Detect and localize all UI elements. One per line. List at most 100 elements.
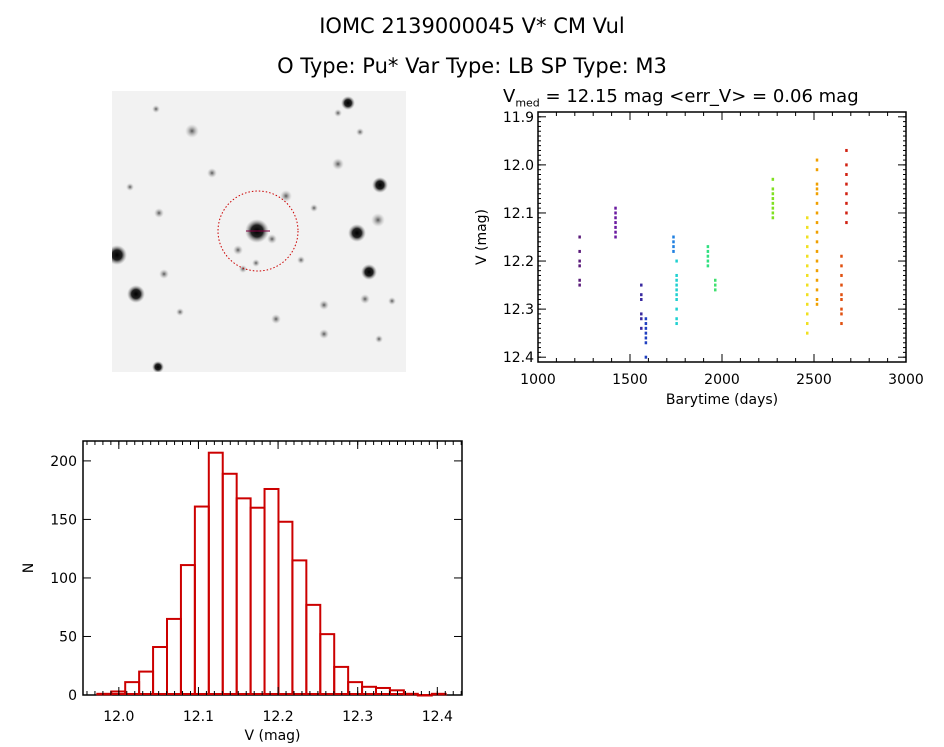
x-tick-label: 1000: [520, 372, 556, 388]
data-point: [644, 317, 648, 321]
x-tick-label: 12.2: [262, 709, 293, 725]
data-point: [815, 211, 819, 215]
histogram-bar: [179, 564, 196, 695]
data-point: [771, 201, 775, 205]
x-tick-label: 1500: [612, 372, 648, 388]
star-field-image: [112, 91, 406, 372]
data-point: [640, 283, 643, 287]
histogram-bar: [249, 506, 266, 696]
data-point: [771, 192, 775, 196]
data-point: [675, 298, 678, 301]
data-point: [845, 148, 848, 152]
histogram-bar: [96, 692, 113, 696]
data-point: [815, 192, 819, 196]
data-point: [672, 240, 675, 244]
x-tick-label: 12.3: [342, 709, 373, 725]
histogram-bar: [235, 497, 252, 695]
lightcurve-plot: 1000 1500 2000 2500 3000 11.9 12.0 12.1 12.2 12.3…: [474, 110, 924, 408]
data-point: [672, 249, 675, 253]
y-tick-label: 12.0: [503, 158, 534, 174]
data-point: [644, 322, 648, 326]
data-point: [714, 288, 717, 292]
histogram-bar: [305, 603, 322, 696]
data-point: [815, 240, 819, 244]
data-point: [840, 283, 843, 287]
x-tick-label: 2000: [704, 372, 740, 388]
data-point: [806, 302, 809, 306]
x-tick-label: 2500: [796, 372, 832, 388]
x-tick-label: 3000: [888, 372, 924, 388]
data-point: [815, 259, 819, 263]
data-point: [675, 288, 678, 292]
data-point: [644, 355, 648, 359]
data-point: [806, 254, 809, 258]
histogram-bar: [263, 487, 280, 695]
x-axis-label: Barytime (days): [666, 392, 778, 408]
data-point: [845, 211, 848, 215]
x-tick-label: 12.1: [183, 709, 214, 725]
plot-frame: [82, 440, 463, 696]
x-tick-label: 12.0: [103, 709, 134, 725]
data-point: [578, 264, 581, 268]
data-point: [644, 326, 648, 330]
data-point: [840, 254, 843, 258]
data-point: [815, 230, 819, 234]
data-point: [806, 293, 809, 297]
data-point: [644, 331, 648, 335]
data-point: [815, 187, 819, 191]
data-point: [815, 288, 819, 292]
data-point: [840, 307, 843, 311]
data-point: [614, 216, 617, 220]
lightcurve-title-sub: med: [515, 96, 540, 110]
data-point: [815, 182, 819, 186]
data-point: [706, 264, 710, 268]
y-tick-label: 150: [50, 512, 77, 528]
data-point: [672, 245, 675, 249]
data-point: [806, 283, 809, 287]
y-tick-label: 12.4: [503, 350, 534, 366]
histogram-bar: [277, 520, 294, 695]
data-point: [706, 245, 710, 249]
data-point: [675, 293, 678, 297]
y-tick-label: 200: [50, 454, 77, 470]
y-tick-label: 0: [68, 688, 77, 704]
histogram-bar: [416, 694, 433, 697]
plot-frame: [537, 111, 907, 363]
y-axis-label: N: [21, 563, 37, 573]
data-point: [640, 312, 643, 316]
data-point: [840, 293, 843, 297]
histogram-bar: [430, 692, 447, 696]
data-point: [614, 211, 617, 215]
data-point: [614, 206, 617, 210]
data-point: [806, 245, 809, 249]
lightcurve-title: Vmed = 12.15 mag <err_V> = 0.06 mag: [503, 86, 859, 110]
data-point: [815, 302, 819, 306]
chart-title: IOMC 2139000045 V* CM Vul: [319, 14, 625, 38]
data-point: [806, 331, 809, 335]
histogram-bar: [193, 505, 210, 695]
data-point: [771, 187, 775, 191]
data-point: [806, 235, 809, 239]
data-point: [614, 230, 617, 234]
data-point: [578, 249, 581, 253]
data-point: [771, 197, 775, 201]
data-point: [806, 312, 809, 316]
histogram-bar: [333, 665, 350, 696]
histogram-bar: [291, 559, 308, 695]
histogram-plot: 12.0 12.1 12.2 12.3 12.4 0 50 100 150 200 V (mag) N: [21, 440, 463, 744]
data-point: [815, 168, 819, 172]
data-point: [640, 298, 643, 301]
data-point: [845, 182, 848, 186]
data-point: [815, 269, 819, 273]
data-point: [644, 336, 648, 340]
data-point: [840, 312, 843, 316]
data-point: [815, 278, 819, 282]
data-point: [578, 278, 581, 282]
data-point: [614, 221, 617, 225]
data-point: [578, 235, 581, 239]
data-point: [815, 158, 819, 162]
data-point: [771, 216, 775, 220]
data-point: [771, 211, 775, 215]
data-point: [675, 307, 678, 311]
data-point: [840, 273, 843, 277]
